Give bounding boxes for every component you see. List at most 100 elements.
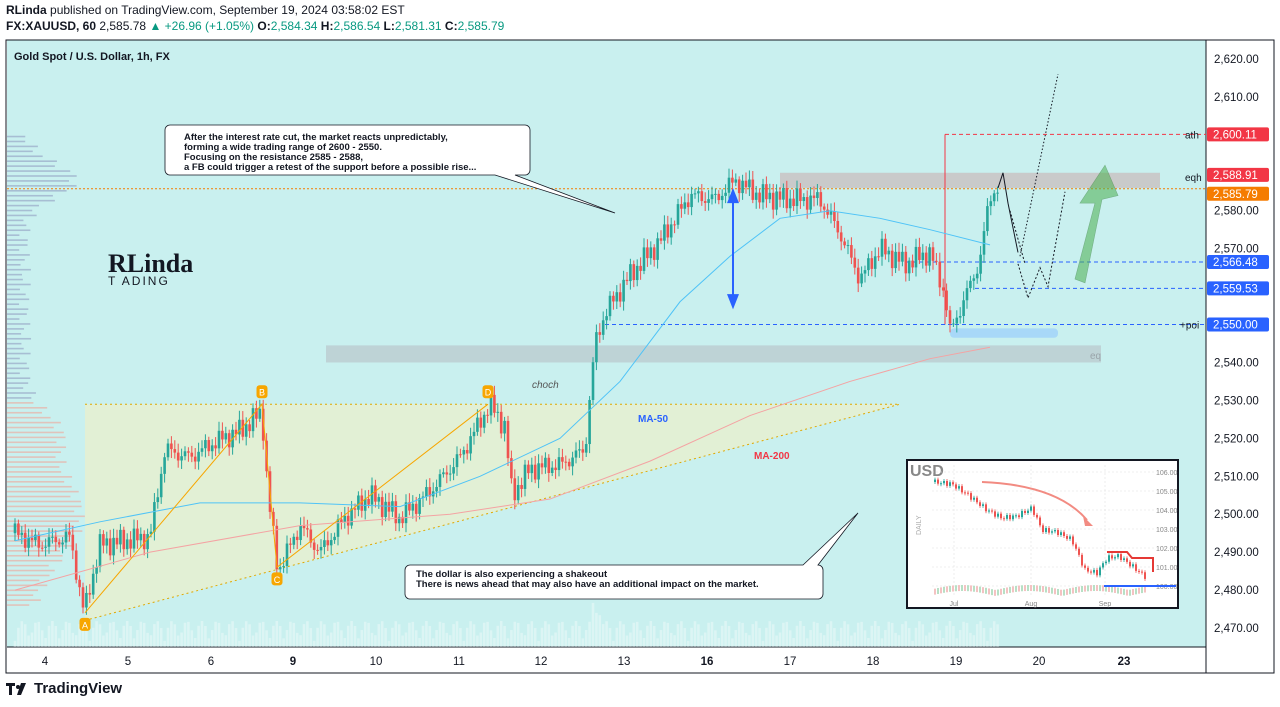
candle — [153, 493, 156, 541]
candle — [119, 524, 122, 553]
symbol-label: FX:XAUUSD, 60 — [6, 19, 97, 33]
eq-zone — [326, 345, 1101, 363]
candle — [867, 253, 870, 276]
candle — [819, 186, 823, 213]
candle — [635, 259, 639, 287]
chart-title: Gold Spot / U.S. Dollar, 1h, FX — [14, 51, 171, 63]
level-label-eqh: eqh — [1185, 173, 1202, 184]
candle — [479, 411, 483, 437]
candle — [938, 252, 942, 297]
candle — [61, 537, 64, 554]
candle — [843, 237, 846, 249]
candle — [921, 244, 925, 269]
candle — [108, 529, 112, 561]
tradingview-footer: TradingView — [6, 680, 122, 697]
candle — [751, 171, 755, 204]
candle — [588, 396, 591, 454]
open-value: 2,584.34 — [270, 19, 318, 33]
level-label-eq: eq — [1090, 351, 1101, 362]
candle — [853, 248, 857, 275]
candle — [343, 506, 347, 529]
candle — [792, 189, 795, 212]
watermark-bottom-text: T ADING — [108, 274, 170, 288]
candle — [71, 525, 75, 560]
inset-price-tick: 104.00 — [1156, 508, 1178, 515]
ma50-label: MA-50 — [638, 414, 668, 425]
candle — [139, 527, 143, 548]
candle — [214, 437, 217, 457]
high-value: 2,586.54 — [333, 19, 381, 33]
price-tick-label: 2,490.00 — [1214, 547, 1259, 559]
candle — [414, 496, 418, 522]
candle — [360, 488, 364, 518]
candle — [132, 519, 136, 553]
candle — [734, 173, 738, 187]
candle — [156, 488, 160, 509]
candle — [765, 176, 768, 208]
bullish-arrow-icon — [1074, 164, 1119, 284]
price-tag: 2,600.11 — [1207, 127, 1269, 142]
candle — [452, 458, 455, 481]
watermark-top-text: RLinda — [108, 249, 193, 278]
candle — [639, 257, 642, 280]
ohlc-line: FX:XAUUSD, 60 2,585.78 ▲ +26.96 (+1.05%)… — [6, 19, 504, 33]
candle — [353, 503, 357, 519]
candle — [744, 172, 748, 194]
candle — [125, 533, 129, 555]
candle — [649, 241, 653, 265]
candle — [527, 460, 530, 479]
note-rate-cut-line: forming a wide trading range of 2600 - 2… — [184, 142, 382, 153]
price-tag: 2,566.48 — [1207, 255, 1269, 270]
candle — [652, 244, 656, 267]
candle — [554, 459, 557, 479]
candle — [850, 237, 853, 265]
candle — [748, 170, 751, 197]
candle — [897, 242, 901, 271]
candle — [81, 582, 85, 614]
candle — [833, 202, 836, 228]
candle — [88, 584, 92, 603]
candle — [720, 189, 724, 209]
candle — [193, 448, 197, 470]
candle — [244, 417, 248, 446]
price-axis: 2,620.002,610.002,600.002,590.002,580.00… — [1214, 54, 1259, 635]
candle — [836, 212, 840, 239]
candle — [741, 174, 744, 200]
high-label: H: — [320, 19, 334, 33]
candle — [482, 411, 486, 434]
candle — [428, 478, 432, 505]
poi-zone — [950, 328, 1058, 338]
time-tick-label: 12 — [535, 656, 548, 668]
candle — [890, 243, 894, 277]
candle — [996, 186, 999, 202]
candle — [27, 528, 30, 557]
candle — [326, 531, 330, 552]
inset-time-tick: Aug — [1025, 601, 1038, 608]
open-label: O: — [257, 19, 271, 33]
price-change: ▲ +26.96 (+1.05%) — [149, 19, 255, 33]
candle — [136, 520, 139, 549]
candle — [282, 556, 285, 573]
candle — [601, 311, 605, 340]
candle — [785, 180, 789, 213]
candle — [442, 468, 445, 478]
candle — [979, 246, 982, 282]
time-tick-label: 13 — [618, 656, 631, 668]
candle — [289, 537, 292, 554]
candle — [700, 184, 704, 206]
svg-text:B: B — [259, 388, 265, 398]
candle — [469, 427, 472, 461]
candle — [544, 452, 547, 474]
candle — [717, 190, 721, 205]
inset-price-tick: 100.00 — [1156, 584, 1178, 591]
candle — [115, 529, 119, 550]
publisher-name[interactable]: RLinda — [6, 3, 47, 17]
candle — [693, 188, 697, 199]
candle — [856, 258, 860, 293]
candle — [724, 184, 727, 204]
candle — [129, 531, 132, 558]
candle — [224, 426, 228, 444]
candle — [676, 198, 680, 229]
candle — [547, 454, 551, 482]
